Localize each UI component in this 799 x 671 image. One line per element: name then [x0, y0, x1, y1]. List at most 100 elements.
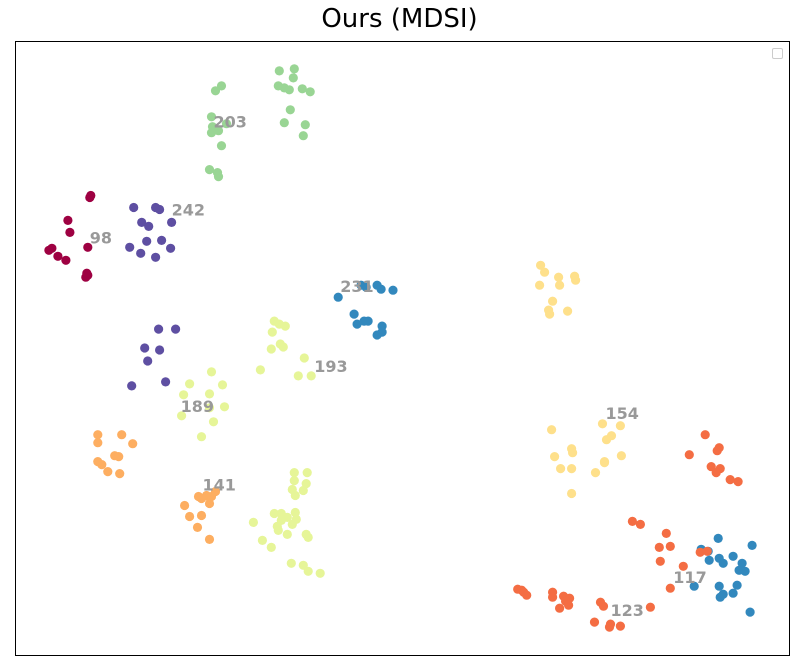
data-point	[93, 430, 103, 440]
data-point	[568, 448, 578, 458]
data-point	[196, 432, 207, 442]
data-point	[315, 568, 325, 578]
data-point	[555, 603, 565, 613]
data-point	[714, 581, 724, 591]
data-point	[702, 546, 712, 556]
data-point	[661, 528, 671, 538]
cluster-label: 242	[172, 200, 205, 219]
data-point	[206, 112, 217, 122]
data-point	[291, 514, 301, 524]
data-point	[289, 64, 299, 74]
data-point	[689, 581, 699, 591]
data-point	[280, 321, 290, 331]
series-5	[535, 260, 627, 499]
data-point	[93, 438, 103, 448]
data-point	[522, 590, 532, 600]
data-point	[206, 367, 217, 377]
data-point	[273, 525, 283, 535]
data-point	[192, 522, 203, 532]
series-2	[333, 280, 757, 617]
cluster-label: 203	[214, 113, 247, 132]
data-point	[137, 217, 147, 227]
data-point	[712, 446, 722, 456]
data-point	[144, 221, 154, 231]
data-point	[737, 558, 747, 568]
data-point	[185, 379, 195, 389]
data-point	[155, 345, 165, 355]
data-point	[142, 236, 152, 246]
data-point	[204, 403, 215, 413]
data-point	[303, 532, 313, 542]
data-point	[544, 305, 554, 315]
data-point	[213, 172, 224, 182]
data-point	[718, 558, 728, 568]
data-point	[206, 128, 217, 138]
data-point	[684, 450, 694, 460]
data-point	[665, 541, 675, 551]
data-point	[63, 215, 73, 225]
data-point	[300, 120, 310, 130]
data-point	[282, 529, 292, 539]
data-point	[700, 430, 710, 440]
cluster-label: 141	[203, 476, 236, 495]
data-point	[266, 542, 276, 552]
data-point	[204, 534, 215, 544]
data-point	[645, 602, 656, 612]
cluster-label: 123	[611, 601, 644, 620]
data-point	[266, 344, 276, 354]
data-point	[598, 601, 609, 611]
cluster-label: 189	[181, 397, 214, 416]
cluster-label: 154	[606, 404, 639, 423]
data-point	[554, 272, 564, 282]
data-point	[143, 356, 153, 366]
data-point	[97, 460, 107, 470]
data-point	[216, 141, 227, 151]
data-point	[615, 621, 626, 631]
data-point	[606, 431, 617, 441]
data-point	[297, 84, 307, 94]
data-point	[535, 280, 545, 290]
data-point	[540, 267, 550, 277]
data-point	[278, 342, 288, 352]
data-point	[257, 535, 267, 545]
cluster-label: 98	[90, 228, 112, 247]
data-point	[556, 464, 566, 474]
data-point	[301, 479, 311, 489]
data-point	[654, 542, 664, 552]
data-point	[65, 227, 75, 237]
series-3	[204, 64, 315, 182]
data-point	[615, 421, 626, 431]
data-point	[127, 381, 137, 391]
data-point	[732, 580, 742, 590]
data-point	[136, 248, 146, 258]
series-7	[513, 430, 743, 632]
data-point	[289, 476, 299, 486]
data-point	[166, 243, 176, 253]
cluster-label: 231	[340, 277, 373, 296]
data-point	[140, 343, 150, 353]
cluster-label: 193	[314, 357, 347, 376]
data-point	[349, 309, 359, 319]
data-point	[563, 306, 573, 316]
data-point	[274, 66, 284, 76]
data-point	[616, 451, 627, 461]
data-point	[627, 516, 638, 526]
data-point	[747, 540, 757, 550]
data-point	[372, 330, 382, 340]
data-point	[548, 592, 558, 602]
data-point	[213, 126, 224, 136]
data-point	[728, 588, 738, 598]
series-6	[93, 430, 221, 544]
data-point	[154, 324, 164, 334]
data-point	[555, 280, 565, 290]
data-point	[221, 119, 232, 129]
data-point	[302, 468, 312, 478]
data-point	[196, 510, 207, 521]
data-point	[604, 622, 615, 632]
data-point	[548, 296, 558, 306]
series-1	[125, 202, 181, 391]
data-point	[255, 365, 265, 375]
data-point	[171, 324, 181, 334]
data-point	[290, 507, 300, 518]
data-point	[210, 86, 221, 96]
